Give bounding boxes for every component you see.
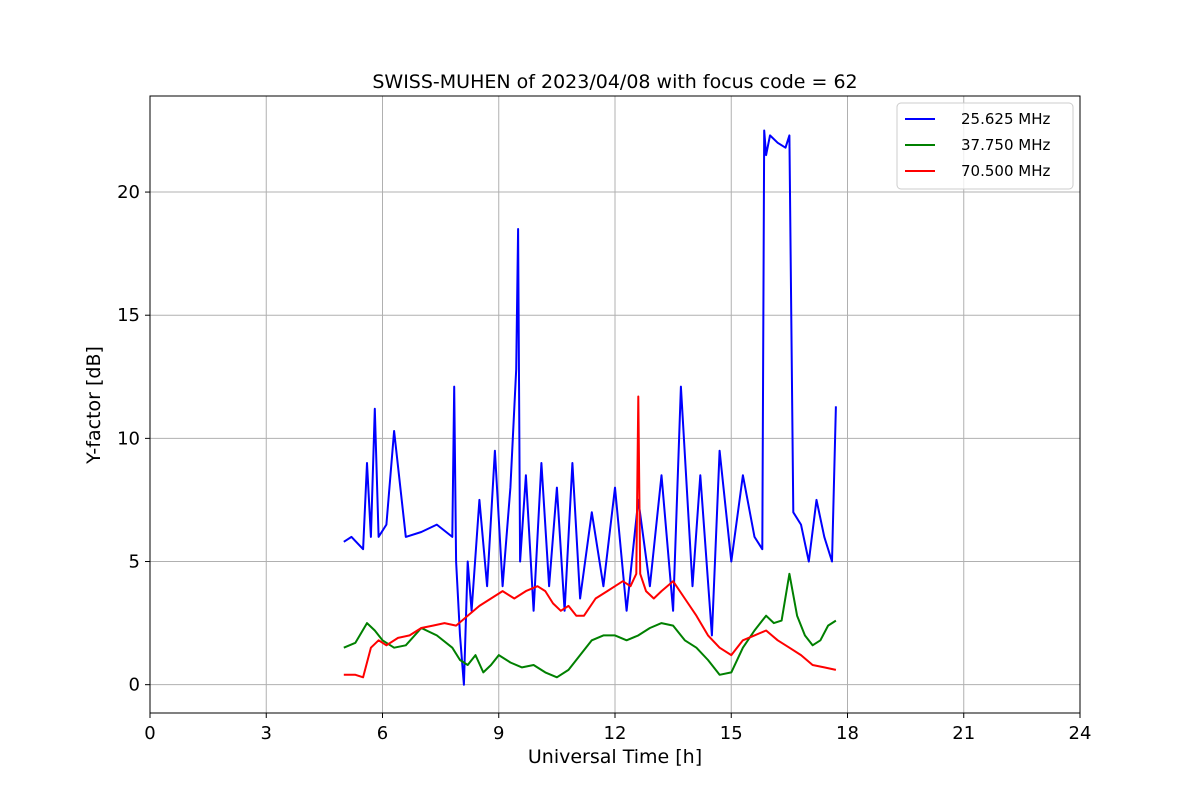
chart-title: SWISS-MUHEN of 2023/04/08 with focus cod… <box>372 71 857 93</box>
x-axis: 0 3 6 9 12 15 18 21 24 <box>144 713 1091 744</box>
y-axis: 0 5 10 15 20 <box>117 182 150 696</box>
legend: 25.625 MHz 37.750 MHz 70.500 MHz <box>896 102 1074 190</box>
grid <box>150 96 1080 713</box>
y-tick-label: 5 <box>129 552 140 573</box>
x-tick-label: 18 <box>836 723 859 744</box>
y-tick-label: 20 <box>117 182 140 203</box>
legend-label: 25.625 MHz <box>961 110 1050 128</box>
x-tick-label: 24 <box>1069 723 1092 744</box>
plot-area <box>343 129 837 686</box>
y-tick-label: 15 <box>117 305 140 326</box>
x-tick-label: 15 <box>720 723 743 744</box>
y-tick-label: 0 <box>129 675 140 696</box>
x-tick-label: 0 <box>144 723 155 744</box>
legend-label: 70.500 MHz <box>961 162 1050 180</box>
x-tick-label: 6 <box>377 723 388 744</box>
series-line-3 <box>343 395 837 679</box>
y-tick-label: 10 <box>117 428 140 449</box>
legend-box <box>896 102 1074 190</box>
series-line-1 <box>343 129 837 686</box>
legend-label: 37.750 MHz <box>961 136 1050 154</box>
series-line-2 <box>343 572 837 679</box>
x-tick-label: 9 <box>493 723 504 744</box>
x-tick-label: 21 <box>952 723 975 744</box>
x-tick-label: 12 <box>604 723 627 744</box>
x-tick-label: 3 <box>261 723 272 744</box>
x-axis-title: Universal Time [h] <box>528 746 702 768</box>
y-axis-title: Y-factor [dB] <box>83 346 105 465</box>
